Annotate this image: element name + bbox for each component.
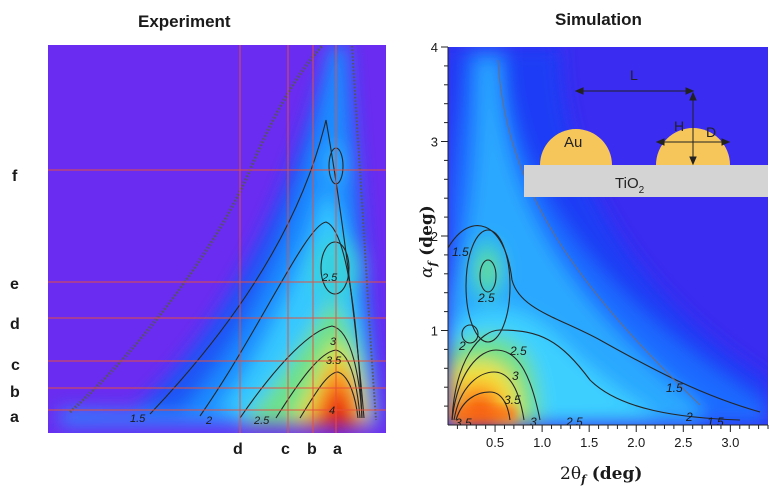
simulation-axes: 0.5 1.0 1.5 2.0 2.5 3.0 1 2 3 4 2θf (deg) αf (de… xyxy=(417,40,769,486)
col-label-d: d xyxy=(233,441,243,458)
col-label-a: a xyxy=(333,441,342,458)
col-label-b: b xyxy=(307,441,317,458)
exp-contour-label-7: 4 xyxy=(329,405,335,417)
x-axis-label: 2θf (deg) xyxy=(560,464,642,486)
y-tick-label: 3 xyxy=(431,135,438,150)
sim-contour-label-5: 3 xyxy=(512,369,519,383)
sim-contour-label-6: 3.5 xyxy=(504,393,521,407)
y-tick-label: 4 xyxy=(431,40,438,55)
simulation-heatmap: 1.5 2 2.5 2.5 3 3.5 3.5 1.5 2 1.5 2.5 3 xyxy=(448,47,768,430)
y-ticks: 1 2 3 4 xyxy=(431,40,448,407)
y-tick-label: 1 xyxy=(431,324,438,339)
x-tick-label: 1.0 xyxy=(533,435,551,450)
sim-contour-label-9: 2 xyxy=(685,410,693,424)
row-label-a: a xyxy=(10,409,19,426)
au-particle-left xyxy=(540,129,612,165)
x-tick-label: 0.5 xyxy=(486,435,504,450)
sim-contour-label-11: 2.5 xyxy=(565,415,583,429)
x-tick-label: 1.5 xyxy=(580,435,598,450)
sim-contour-label-2: 2 xyxy=(458,339,466,353)
y-tick-label: 2 xyxy=(431,229,438,244)
x-tick-label: 3.0 xyxy=(721,435,739,450)
row-label-c: c xyxy=(11,357,20,374)
sim-contour-label-4: 2.5 xyxy=(509,344,527,358)
simulation-title: Simulation xyxy=(555,10,642,29)
tio2-substrate xyxy=(524,165,768,197)
au-label: Au xyxy=(564,134,582,151)
x-tick-label: 2.0 xyxy=(627,435,645,450)
sim-contour-label-12: 3 xyxy=(530,415,537,429)
row-label-d: d xyxy=(10,316,20,333)
exp-contour-label-4: 2.5 xyxy=(321,272,338,284)
row-label-e: e xyxy=(10,276,19,293)
sim-contour-label-7: 3.5 xyxy=(455,416,472,430)
exp-contour-label-1: 1.5 xyxy=(130,413,146,425)
sim-contour-label-3: 2.5 xyxy=(477,291,495,305)
spacing-label: L xyxy=(630,67,638,83)
substrate-label: TiO2 xyxy=(615,175,645,196)
exp-contour-label-5: 3 xyxy=(330,336,337,348)
exp-contour-label-3: 2.5 xyxy=(253,415,270,427)
sim-contour-label-10: 1.5 xyxy=(707,415,724,429)
exp-contour-label-6: 3.5 xyxy=(326,355,342,367)
experiment-title: Experiment xyxy=(138,12,231,31)
height-label: H xyxy=(674,118,684,134)
x-ticks: 0.5 1.0 1.5 2.0 2.5 3.0 xyxy=(456,425,769,450)
sim-contour-label-1: 1.5 xyxy=(452,245,469,259)
row-label-b: b xyxy=(10,384,20,401)
x-tick-label: 2.5 xyxy=(674,435,692,450)
col-label-c: c xyxy=(281,441,290,458)
sim-contour-label-8: 1.5 xyxy=(666,381,683,395)
schematic-inset: TiO2 Au L H D xyxy=(524,67,768,197)
row-label-f: f xyxy=(12,168,18,185)
experiment-heatmap: 1.5 2 2.5 2.5 3 3.5 4 xyxy=(48,45,386,433)
diameter-label: D xyxy=(706,124,716,140)
y-axis-label: αf (deg) xyxy=(417,205,439,278)
exp-contour-label-2: 2 xyxy=(205,415,212,427)
